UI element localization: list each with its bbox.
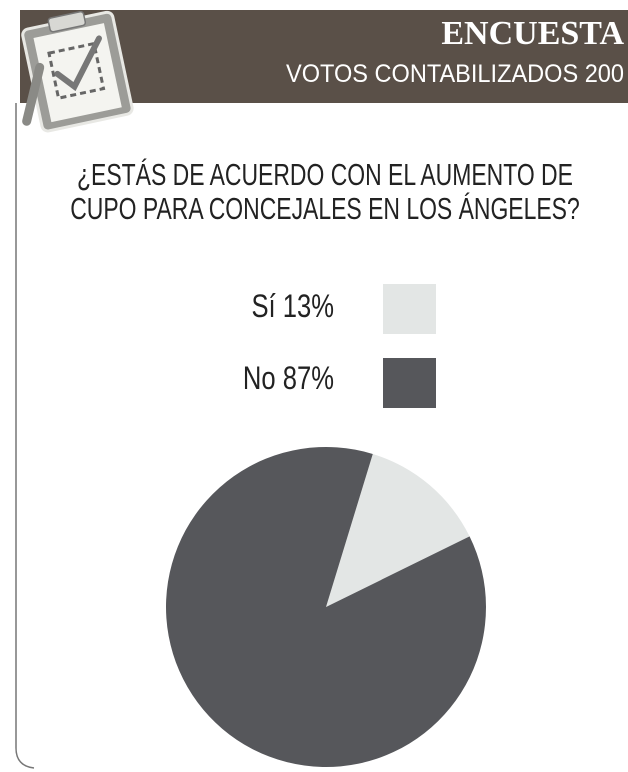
pie-slice <box>166 446 486 767</box>
legend-label: Sí 13% <box>251 289 334 324</box>
legend-category: Sí <box>251 289 275 324</box>
clipboard-icon <box>21 10 134 133</box>
chart-title: ¿ESTÁS DE ACUERDO CON EL AUMENTO DE CUPO… <box>70 157 580 226</box>
legend-swatch <box>383 284 436 334</box>
header-title: ENCUESTA <box>441 15 624 52</box>
card-border <box>15 103 35 769</box>
legend-value: 13% <box>283 289 334 324</box>
legend-category: No <box>243 361 276 396</box>
pie-slice <box>326 453 470 607</box>
header-subtitle: VOTOS CONTABILIZADOS 200 <box>286 60 624 88</box>
legend-swatch <box>383 358 436 408</box>
legend-value: 87% <box>283 361 334 396</box>
legend-label: No 87% <box>243 361 334 396</box>
